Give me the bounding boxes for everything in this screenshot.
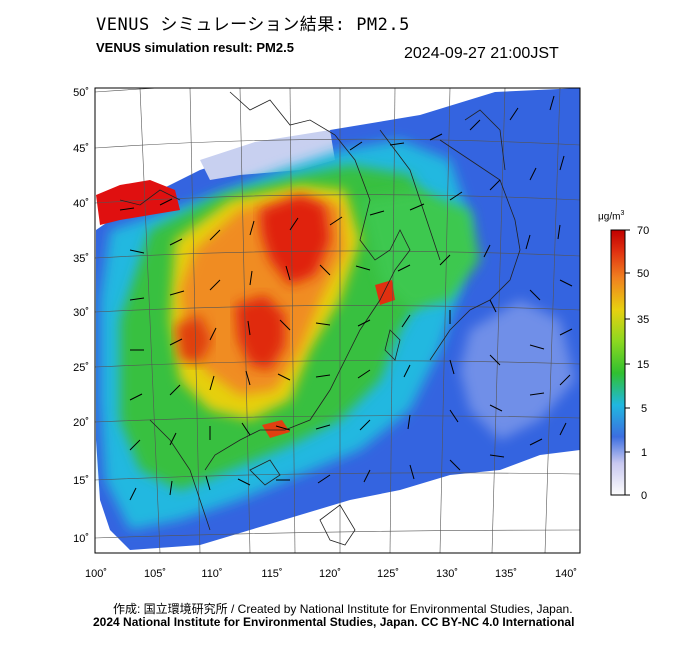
- lon-label: 135˚: [495, 568, 517, 580]
- domain-light-east: [460, 300, 575, 440]
- coastlines: [119, 91, 521, 546]
- credit-line: 作成: 国立環境研究所 / Created by National Instit…: [113, 602, 573, 616]
- lat-label: 20˚: [73, 417, 89, 429]
- colorbar-tick: 50: [637, 268, 649, 280]
- colorbar-tick: 35: [637, 314, 649, 326]
- colorbar-tick: 15: [637, 359, 649, 371]
- copyright-line: 2024 National Institute for Environmenta…: [93, 615, 575, 629]
- lat-axis: 50˚ 45˚ 40˚ 35˚ 30˚ 25˚ 20˚ 15˚ 10˚: [73, 87, 89, 545]
- lon-label: 110˚: [201, 568, 222, 580]
- wind-vectors: [119, 95, 573, 501]
- lon-axis: 100˚ 105˚ 110˚ 115˚ 120˚ 125˚ 130˚ 135˚ …: [85, 568, 577, 580]
- pm25-map: 50˚ 45˚ 40˚ 35˚ 30˚ 25˚ 20˚ 15˚ 10˚ 100˚…: [73, 87, 649, 580]
- lon-label: 105˚: [144, 568, 166, 580]
- colorbar-tick: 1: [641, 447, 647, 459]
- colorbar: 70 50 35 15 5 1 0: [610, 225, 649, 502]
- lat-label: 15˚: [73, 475, 89, 487]
- lat-label: 40˚: [73, 198, 89, 210]
- colorbar-unit: μg/m3: [598, 210, 625, 223]
- field-red-central: [235, 295, 285, 370]
- field-red-south: [262, 420, 290, 438]
- lat-label: 10˚: [73, 533, 89, 545]
- lon-label: 130˚: [436, 568, 458, 580]
- colorbar-tick: 70: [637, 225, 649, 237]
- lat-label: 30˚: [73, 307, 89, 319]
- colorbar-tick: 5: [641, 403, 647, 415]
- lon-label: 125˚: [377, 568, 399, 580]
- field-red-coast: [375, 280, 395, 305]
- title-japanese: VENUS シミュレーション結果: PM2.5: [96, 15, 410, 35]
- forecast-timestamp: 2024-09-27 21:00JST: [404, 45, 559, 62]
- title-english: VENUS simulation result: PM2.5: [96, 40, 294, 55]
- concentration-field: [95, 88, 580, 553]
- colorbar-tick: 0: [641, 490, 647, 502]
- lon-label: 100˚: [85, 568, 107, 580]
- map-border: [94, 87, 581, 554]
- lon-label: 115˚: [261, 568, 282, 580]
- graticule: [95, 88, 580, 553]
- lat-label: 35˚: [73, 253, 89, 265]
- field-red-west: [175, 315, 212, 365]
- lon-label: 140˚: [555, 568, 577, 580]
- lat-label: 45˚: [73, 143, 89, 155]
- lat-label: 50˚: [73, 87, 89, 99]
- lon-label: 120˚: [319, 568, 341, 580]
- lat-label: 25˚: [73, 362, 89, 374]
- colorbar-gradient: [610, 229, 626, 496]
- field-red-north: [260, 195, 330, 285]
